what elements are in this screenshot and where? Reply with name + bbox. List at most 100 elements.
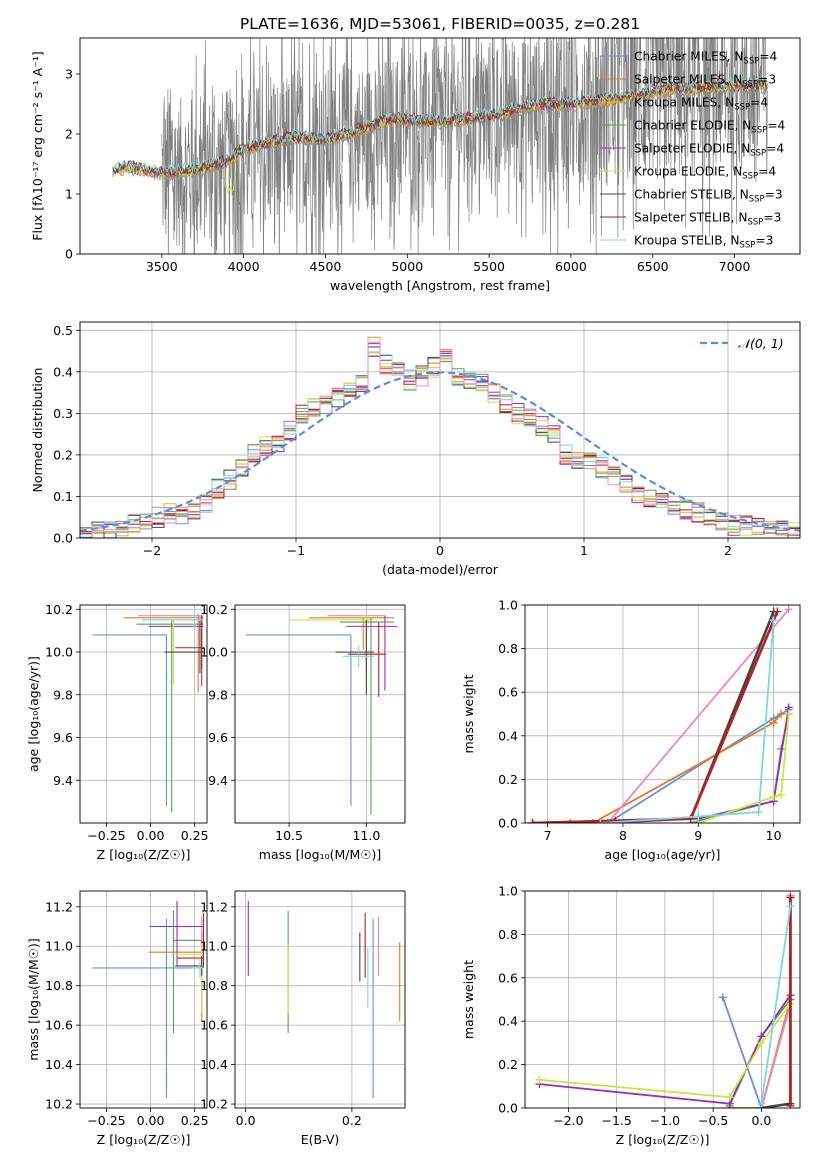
y-tick-label: 9.6	[208, 730, 228, 745]
residuals-frame	[79, 321, 801, 539]
x-tick-label: −1	[287, 543, 305, 558]
x-tick-label: 2	[724, 543, 732, 558]
legend-sub: SSP	[742, 172, 758, 182]
x-tick-label: 7000	[719, 259, 751, 274]
legend-value: =3	[763, 211, 781, 225]
age-vs-mass-frame	[234, 604, 406, 824]
legend-sub: SSP	[751, 126, 767, 136]
y-tick-label: 10.6	[45, 1018, 73, 1033]
legend-value: =3	[758, 73, 776, 87]
mass-weight-marker	[611, 816, 620, 823]
error-bar-point	[346, 615, 398, 691]
mass-weight-marker	[694, 812, 703, 821]
y-axis-label: mass [log₁₀(M/M☉)]	[26, 938, 41, 1060]
y-tick-label: 10.4	[200, 1057, 228, 1072]
y-tick-label: 0.2	[498, 1057, 518, 1072]
legend-label: Chabrier STELIB, N	[634, 188, 749, 202]
age-vs-Z-frame	[79, 604, 208, 824]
mass-weight-marker	[686, 814, 695, 823]
x-tick-label: −1.5	[601, 1113, 631, 1128]
y-axis-label: mass weight	[461, 960, 476, 1039]
x-tick-label: 0.25	[181, 828, 209, 843]
mass-weight-marker	[777, 790, 786, 799]
x-tick-label: 0.00	[137, 1113, 165, 1128]
mass-weight-marker	[757, 1038, 766, 1047]
x-tick-label: −1.0	[650, 1113, 680, 1128]
legend-entry: Salpeter STELIB, NSSP=3	[634, 211, 781, 228]
x-tick-label: 6500	[637, 259, 669, 274]
x-axis-label: wavelength [Angstrom, rest frame]	[330, 278, 550, 293]
error-bar-point	[327, 615, 385, 670]
mass-weight-marker	[596, 819, 605, 823]
y-tick-label: 10.8	[200, 978, 228, 993]
mass-weight-marker	[773, 607, 782, 616]
legend-label: Salpeter ELODIE, N	[634, 142, 750, 156]
y-tick-label: 11.0	[200, 939, 228, 954]
massweight-vs-Z-axes: −2.0 −1.5 −1.0 −0.5 0.0 0.0 0.2 0.4 0.6 0.8 1.0 Z […	[461, 884, 801, 1147]
x-axis-label: Z [log₁₀(Z/Z☉)]	[97, 1132, 191, 1147]
y-axis-label: age [log₁₀(age/yr)]	[26, 656, 41, 772]
mass-vs-Z-plot-area	[92, 900, 205, 1099]
mass-weight-marker	[566, 819, 575, 823]
legend-value: =4	[759, 50, 777, 64]
age-vs-mass-ticks: 10.5 11.0 9.4 9.6 9.8 10.0 10.2	[200, 602, 380, 843]
x-axis-label: (data-model)/error	[382, 562, 499, 577]
error-bar-point	[124, 613, 204, 693]
y-tick-label: 0.6	[498, 685, 518, 700]
legend-entry: Chabrier MILES, NSSP=4	[634, 50, 778, 67]
y-tick-label: 9.8	[208, 687, 228, 702]
legend-label: Kroupa STELIB, N	[634, 234, 740, 248]
legend-value: =4	[758, 165, 776, 179]
mass-weight-marker	[535, 1075, 544, 1084]
mass-weight-marker	[784, 605, 793, 614]
age-vs-Z-ticks: −0.25 0.00 0.25 9.4 9.6 9.8 10.0 10.2	[45, 602, 208, 843]
error-bar-point	[148, 916, 204, 947]
mass-weight-line	[532, 611, 775, 823]
error-bar-point	[172, 910, 202, 1034]
error-bar-point	[136, 619, 204, 813]
x-tick-label: 6000	[555, 259, 587, 274]
error-bar-point	[245, 634, 352, 806]
mass-weight-marker	[528, 819, 537, 823]
mass-weight-line	[532, 610, 779, 823]
legend-label: Chabrier ELODIE, N	[634, 119, 751, 133]
y-tick-label: 10.0	[200, 645, 228, 660]
mass-vs-EBV-grid	[235, 891, 405, 1108]
mass-vs-Z-ticks: −0.25 0.00 0.25 10.2 10.4 10.6 10.8 11.0 11.2	[45, 899, 208, 1128]
mass-vs-EBV-axes: 0.0 0.2 10.2 10.4 10.6 10.8 11.0 11.2 E(B-V)	[200, 890, 406, 1147]
age-vs-mass-axes: 10.5 11.0 9.4 9.6 9.8 10.0 10.2 mass [log₁₀(M/M…	[200, 602, 406, 862]
mass-vs-Z-grid	[80, 891, 207, 1108]
y-tick-label: 9.6	[53, 730, 73, 745]
legend-sub: SSP	[740, 241, 756, 251]
mass-weight-marker	[769, 718, 778, 727]
x-tick-label: 0	[436, 543, 444, 558]
error-bar-point	[141, 609, 204, 631]
mass-weight-marker	[786, 893, 795, 902]
legend-label: Kroupa MILES, N	[634, 96, 734, 110]
y-tick-label: 0.5	[53, 323, 73, 338]
massweight-vs-Z-plot-area	[535, 891, 795, 1108]
y-tick-label: 0.6	[498, 970, 518, 985]
legend-label: Salpeter MILES, N	[634, 73, 742, 87]
y-tick-label: 0.8	[498, 641, 518, 656]
y-tick-label: 0.2	[498, 772, 518, 787]
y-tick-label: 11.2	[45, 899, 73, 914]
x-tick-label: 5000	[391, 259, 423, 274]
legend-entry: Kroupa MILES, NSSP=4	[634, 96, 768, 113]
x-tick-label: 11.0	[352, 828, 380, 843]
x-tick-label: 9	[694, 828, 702, 843]
mass-weight-marker	[725, 1093, 734, 1102]
mass-weight-marker	[757, 1099, 766, 1108]
x-tick-label: −0.5	[698, 1113, 728, 1128]
massweight-vs-age-plot-area	[528, 605, 793, 823]
legend-sub: SSP	[749, 195, 765, 205]
x-tick-label: 4500	[310, 259, 342, 274]
mass-weight-marker	[769, 792, 778, 801]
y-tick-label: 1	[65, 187, 73, 202]
spectrum-ticks: 3500 4000 4500 5000 5500 6000 6500 7000 0 1 2 3	[65, 67, 750, 275]
x-tick-label: 10.5	[275, 828, 303, 843]
y-tick-label: 10.6	[200, 1018, 228, 1033]
legend-value: =4	[766, 142, 784, 156]
y-tick-label: 0.3	[53, 406, 73, 421]
massweight-vs-age-grid	[525, 604, 800, 824]
